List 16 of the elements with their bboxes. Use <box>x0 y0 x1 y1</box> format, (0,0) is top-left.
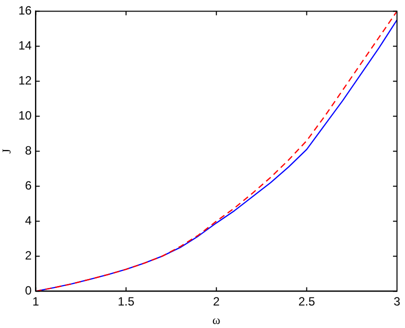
y-axis-title: J <box>0 148 14 154</box>
x-axis-title: ω <box>212 312 220 327</box>
x-tick-label: 2.5 <box>298 294 316 309</box>
y-tick-label: 12 <box>18 74 32 88</box>
y-tick-label: 4 <box>25 214 32 228</box>
y-tick-label: 2 <box>25 248 32 263</box>
x-tick-label: 3 <box>394 294 401 309</box>
y-tick-label: 14 <box>18 38 32 53</box>
y-tick-label: 6 <box>25 178 32 193</box>
y-tick-label: 10 <box>18 108 32 123</box>
y-tick-label: 16 <box>18 4 32 18</box>
y-tick-label: 8 <box>25 144 32 158</box>
x-tick-label: 1.5 <box>118 294 135 309</box>
x-tick-label: 2 <box>213 294 220 309</box>
x-tick-label: 1 <box>32 294 40 309</box>
y-tick-label: 0 <box>25 284 32 298</box>
